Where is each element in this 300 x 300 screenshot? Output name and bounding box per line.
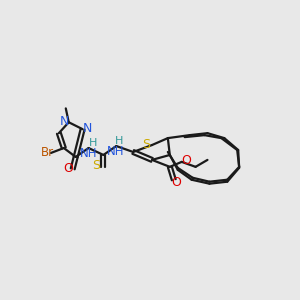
Text: N: N	[60, 115, 70, 128]
Text: O: O	[182, 154, 192, 167]
Text: S: S	[142, 138, 150, 151]
Text: Br: Br	[40, 146, 53, 160]
Text: NH: NH	[80, 148, 97, 160]
Text: H: H	[89, 138, 98, 148]
Text: O: O	[171, 176, 181, 189]
Text: O: O	[63, 162, 73, 175]
Text: NH: NH	[106, 146, 124, 158]
Text: N: N	[83, 122, 92, 135]
Text: S: S	[92, 159, 101, 172]
Text: H: H	[115, 136, 124, 146]
